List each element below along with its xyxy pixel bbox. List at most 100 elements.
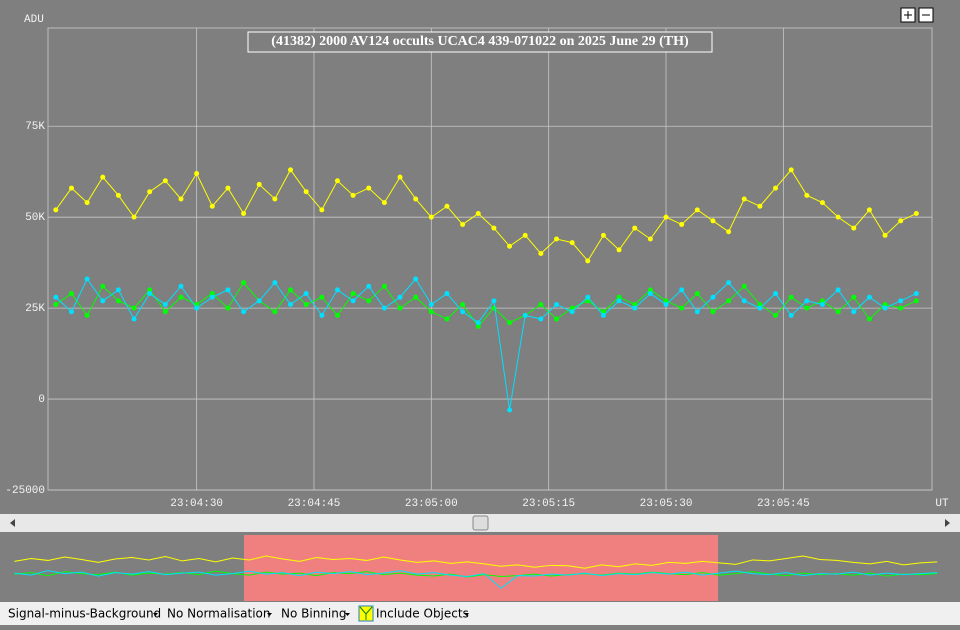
data-point bbox=[522, 312, 528, 318]
data-point bbox=[350, 291, 356, 297]
data-point bbox=[694, 207, 700, 213]
data-point bbox=[835, 309, 841, 315]
data-point bbox=[444, 203, 450, 209]
data-point bbox=[710, 218, 716, 224]
data-point bbox=[397, 294, 403, 300]
data-point bbox=[804, 298, 810, 304]
data-point bbox=[272, 196, 278, 202]
x-tick-label: 23:05:15 bbox=[522, 498, 575, 510]
data-point bbox=[444, 316, 450, 322]
data-point bbox=[710, 294, 716, 300]
signal-dropdown[interactable]: Signal-minus-Background bbox=[8, 607, 161, 621]
data-point bbox=[147, 291, 153, 297]
data-point bbox=[804, 305, 810, 311]
title-box bbox=[247, 31, 713, 53]
data-point bbox=[115, 287, 121, 293]
data-point bbox=[444, 291, 450, 297]
data-point bbox=[100, 283, 106, 289]
data-point bbox=[225, 305, 231, 311]
data-point bbox=[773, 312, 779, 318]
data-point bbox=[569, 305, 575, 311]
data-point bbox=[194, 305, 200, 311]
data-point bbox=[209, 291, 215, 297]
data-point bbox=[147, 189, 153, 195]
data-point bbox=[632, 301, 638, 307]
dropdown-arrow bbox=[267, 613, 272, 616]
data-point bbox=[741, 196, 747, 202]
data-point bbox=[757, 203, 763, 209]
chart-title: (41382) 2000 AV124 occults UCAC4 439-071… bbox=[271, 34, 689, 49]
data-point bbox=[726, 298, 732, 304]
y-tick-label: 0 bbox=[38, 394, 45, 406]
data-point bbox=[100, 298, 106, 304]
data-point bbox=[319, 294, 325, 300]
data-point bbox=[710, 309, 716, 315]
data-point bbox=[460, 309, 466, 315]
data-point bbox=[84, 276, 90, 282]
data-point bbox=[288, 301, 294, 307]
data-point bbox=[475, 320, 481, 326]
data-point bbox=[162, 309, 168, 315]
data-point bbox=[131, 316, 137, 322]
objects-dropdown[interactable]: Include Objects bbox=[376, 607, 469, 621]
data-point bbox=[663, 298, 669, 304]
data-point bbox=[428, 309, 434, 315]
data-point bbox=[413, 196, 419, 202]
x-axis-label: UT bbox=[935, 498, 949, 510]
toolbar bbox=[0, 602, 960, 625]
normalisation-dropdown[interactable]: No Normalisation bbox=[167, 607, 270, 621]
x-tick-label: 23:05:45 bbox=[757, 498, 810, 510]
data-point bbox=[553, 236, 559, 242]
data-point bbox=[303, 291, 309, 297]
scroll-thumb[interactable] bbox=[472, 515, 489, 531]
data-point bbox=[178, 283, 184, 289]
data-point bbox=[350, 298, 356, 304]
data-point bbox=[53, 207, 59, 213]
data-point bbox=[679, 305, 685, 311]
data-point bbox=[679, 287, 685, 293]
data-point bbox=[68, 185, 74, 191]
data-point bbox=[397, 174, 403, 180]
dropdown-arrow bbox=[464, 613, 469, 616]
data-point bbox=[538, 316, 544, 322]
data-point bbox=[616, 298, 622, 304]
data-point bbox=[835, 287, 841, 293]
series-line bbox=[55, 278, 917, 411]
data-point bbox=[366, 298, 372, 304]
data-point bbox=[741, 298, 747, 304]
overview-selection[interactable] bbox=[244, 535, 718, 601]
binning-dropdown[interactable]: No Binning bbox=[281, 607, 346, 621]
data-point bbox=[882, 232, 888, 238]
data-point bbox=[804, 192, 810, 198]
data-point bbox=[334, 178, 340, 184]
data-point bbox=[835, 214, 841, 220]
data-point bbox=[741, 283, 747, 289]
data-point bbox=[585, 298, 591, 304]
y-tick-label: -25000 bbox=[5, 485, 45, 497]
data-point bbox=[319, 207, 325, 213]
data-point bbox=[757, 301, 763, 307]
data-point bbox=[366, 283, 372, 289]
data-point bbox=[507, 320, 513, 326]
y-tick-label: 75K bbox=[25, 121, 45, 133]
data-point bbox=[475, 323, 481, 329]
data-point bbox=[600, 312, 606, 318]
data-point bbox=[115, 192, 121, 198]
data-point bbox=[585, 294, 591, 300]
data-point bbox=[569, 240, 575, 246]
data-point bbox=[866, 316, 872, 322]
data-point bbox=[84, 200, 90, 206]
dropdown-arrow bbox=[345, 613, 350, 616]
plus-icon bbox=[904, 11, 912, 19]
data-point bbox=[663, 214, 669, 220]
data-point bbox=[303, 301, 309, 307]
data-point bbox=[272, 280, 278, 286]
data-point bbox=[178, 196, 184, 202]
data-point bbox=[209, 294, 215, 300]
data-point bbox=[851, 309, 857, 315]
data-point bbox=[507, 243, 513, 249]
data-point bbox=[100, 174, 106, 180]
data-point bbox=[350, 192, 356, 198]
data-point bbox=[647, 236, 653, 242]
y-axis-label: ADU bbox=[24, 14, 44, 26]
